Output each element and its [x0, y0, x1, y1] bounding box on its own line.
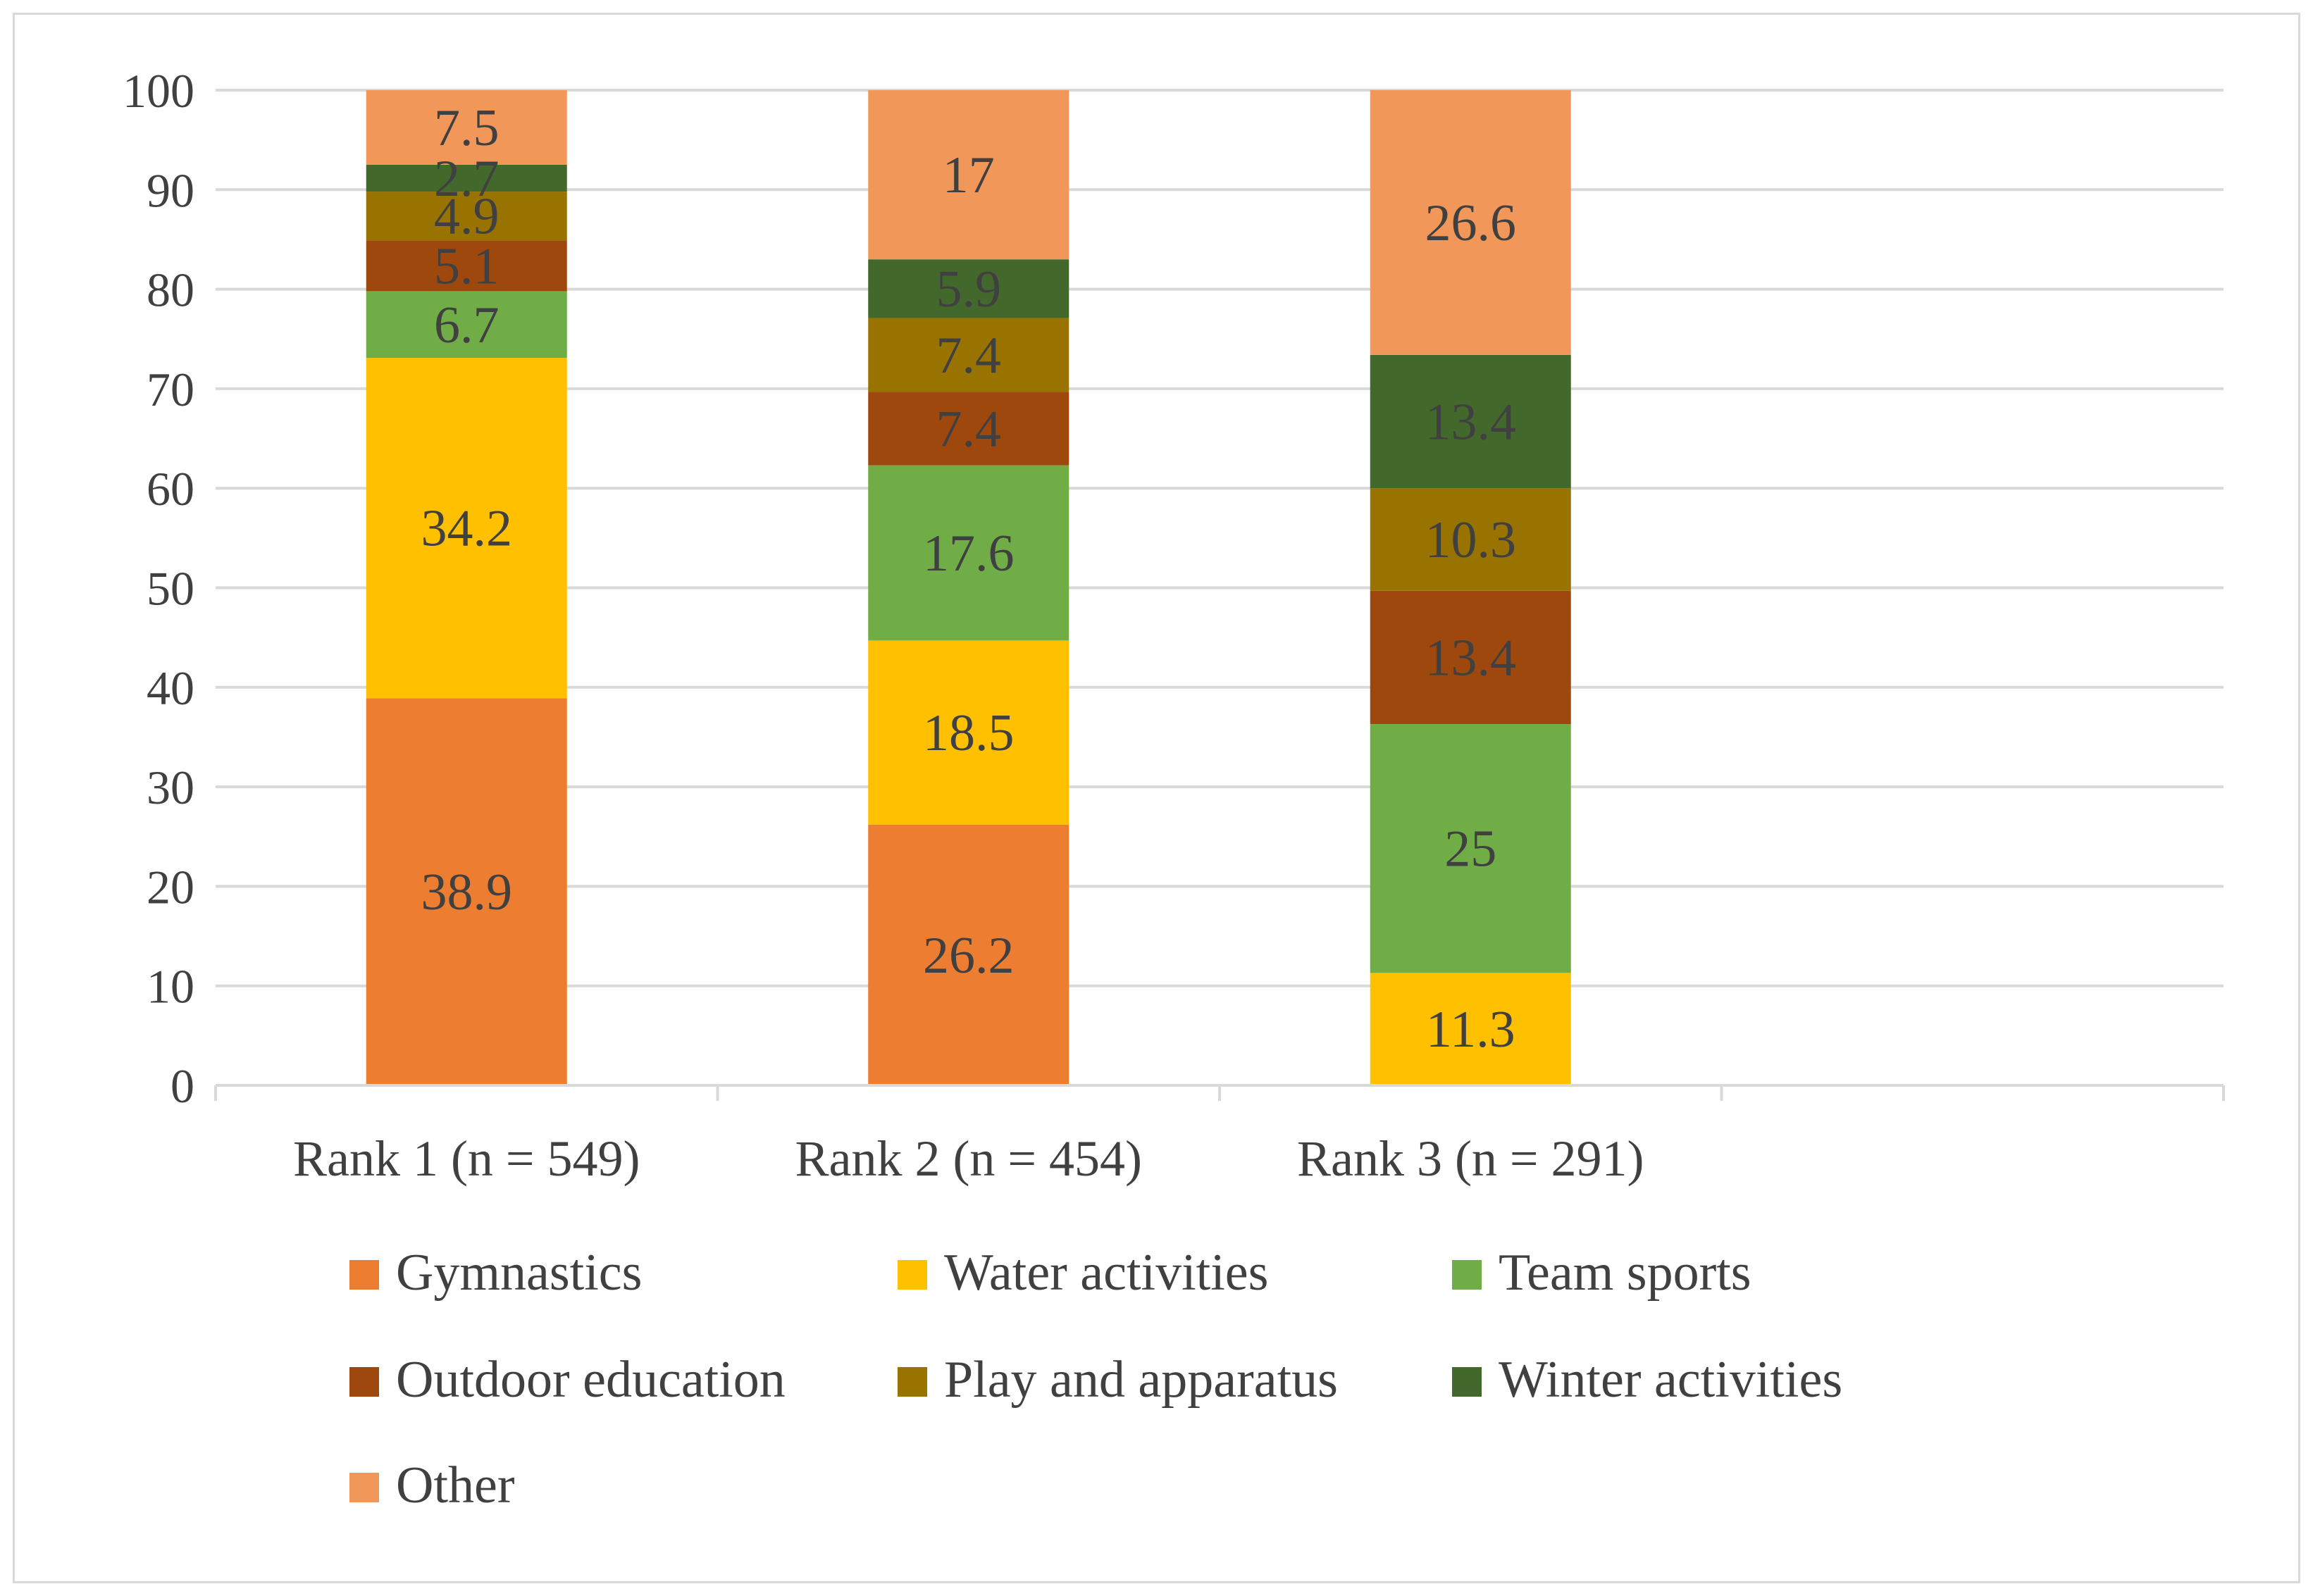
y-tick-label: 20 [147, 860, 194, 914]
axes: 0 10 20 30 40 50 60 70 80 90 100 Rank 1 (n = 549) Ra… [123, 64, 2225, 1187]
bar-segment-winter-activities [868, 259, 1069, 318]
y-tick-label: 60 [147, 462, 194, 516]
bar-segment-outdoor-education [1370, 590, 1571, 725]
legend-item: Play and apparatus [898, 1351, 1338, 1409]
bar-segment-play-and-apparatus [1370, 488, 1571, 591]
x-category-label: Rank 3 (n = 291) [1297, 1130, 1644, 1187]
bar-segment-water-activities [1370, 973, 1571, 1085]
data-label: 6.7 [434, 297, 500, 354]
legend-swatch [898, 1367, 927, 1397]
legend-item: Winter activities [1452, 1351, 1842, 1409]
y-tick-label: 10 [147, 960, 194, 1014]
bar-segment-outdoor-education [366, 240, 567, 292]
legend-item: Outdoor education [349, 1351, 786, 1409]
legend-label: Outdoor education [396, 1351, 786, 1409]
y-tick-label: 30 [147, 761, 194, 814]
data-label: 26.2 [923, 927, 1015, 985]
bars [366, 90, 1571, 1085]
data-label: 2.7 [434, 150, 500, 208]
data-label: 17 [943, 146, 995, 204]
bar-segment-gymnastics [868, 824, 1069, 1085]
bar-segment-team-sports [366, 291, 567, 359]
data-labels: 38.9 34.2 6.75.14.92.77.5 26.2 18.5 17.6 7.4 7.… [421, 99, 1517, 1059]
bar-segment-winter-activities [366, 164, 567, 192]
bar-segment-gymnastics [366, 698, 567, 1085]
x-category-label: Rank 1 (n = 549) [293, 1130, 640, 1187]
legend-swatch [349, 1260, 379, 1290]
y-tick-label: 50 [147, 562, 194, 616]
legend: Gymnastics Water activities Team sports Out… [349, 1244, 1842, 1514]
legend-label: Play and apparatus [944, 1351, 1338, 1409]
data-label: 5.9 [936, 261, 1002, 318]
data-label: 7.4 [936, 327, 1002, 385]
data-label: 26.6 [1425, 194, 1517, 252]
bar-segment-team-sports [1370, 724, 1571, 973]
legend-label: Water activities [944, 1244, 1268, 1302]
bar-segment-water-activities [868, 640, 1069, 825]
stacked-bar-chart: 38.9 34.2 6.75.14.92.77.5 26.2 18.5 17.6 7.4 7.… [123, 64, 2225, 1514]
legend-swatch [898, 1260, 927, 1290]
bar-segment-other [868, 90, 1069, 260]
legend-label: Team sports [1499, 1244, 1751, 1302]
data-label: 18.5 [923, 704, 1015, 762]
data-label: 13.4 [1425, 629, 1517, 687]
data-label: 13.4 [1425, 394, 1517, 451]
legend-swatch [1452, 1367, 1482, 1397]
data-label: 25 [1444, 821, 1496, 878]
bar-segment-play-and-apparatus [868, 318, 1069, 392]
chart-frame: 38.9 34.2 6.7 5.1 4.9 2.7 7.5 26.2 18.5 17.6 7.4 7.… [13, 13, 2300, 1583]
data-label: 5.1 [434, 237, 500, 295]
data-label: 4.9 [434, 188, 500, 246]
legend-label: Other [396, 1457, 515, 1514]
bar-segment-other [1370, 90, 1571, 355]
legend-item: Gymnastics [349, 1244, 642, 1302]
legend-label: Gymnastics [396, 1244, 642, 1302]
y-tick-label: 0 [170, 1059, 194, 1113]
data-label: 7.4 [936, 400, 1002, 458]
data-label: 38.9 [421, 864, 513, 921]
legend-swatch [349, 1473, 379, 1502]
data-label: 17.6 [923, 525, 1015, 582]
bar-segment-play-and-apparatus [366, 192, 567, 241]
legend-item: Other [349, 1457, 515, 1514]
legend-label: Winter activities [1499, 1351, 1842, 1409]
y-tick-label: 40 [147, 661, 194, 715]
x-category-label: Rank 2 (n = 454) [795, 1130, 1142, 1187]
legend-swatch [1452, 1260, 1482, 1290]
y-tick-label: 100 [123, 64, 194, 118]
bar-segment-winter-activities [1370, 354, 1571, 489]
data-label: 7.5 [434, 99, 500, 157]
legend-item: Team sports [1452, 1244, 1751, 1302]
bar-segment-water-activities [366, 358, 567, 699]
data-label: 34.2 [421, 500, 513, 558]
y-tick-label: 70 [147, 363, 194, 416]
legend-item: Water activities [898, 1244, 1268, 1302]
y-tick-label: 80 [147, 263, 194, 317]
bar-segment-other [366, 90, 567, 165]
bar-segment-team-sports [868, 465, 1069, 641]
data-label: 11.3 [1426, 1001, 1515, 1059]
y-tick-label: 90 [147, 163, 194, 217]
legend-swatch [349, 1367, 379, 1397]
data-label: 10.3 [1425, 511, 1517, 569]
bar-segment-outdoor-education [868, 392, 1069, 466]
